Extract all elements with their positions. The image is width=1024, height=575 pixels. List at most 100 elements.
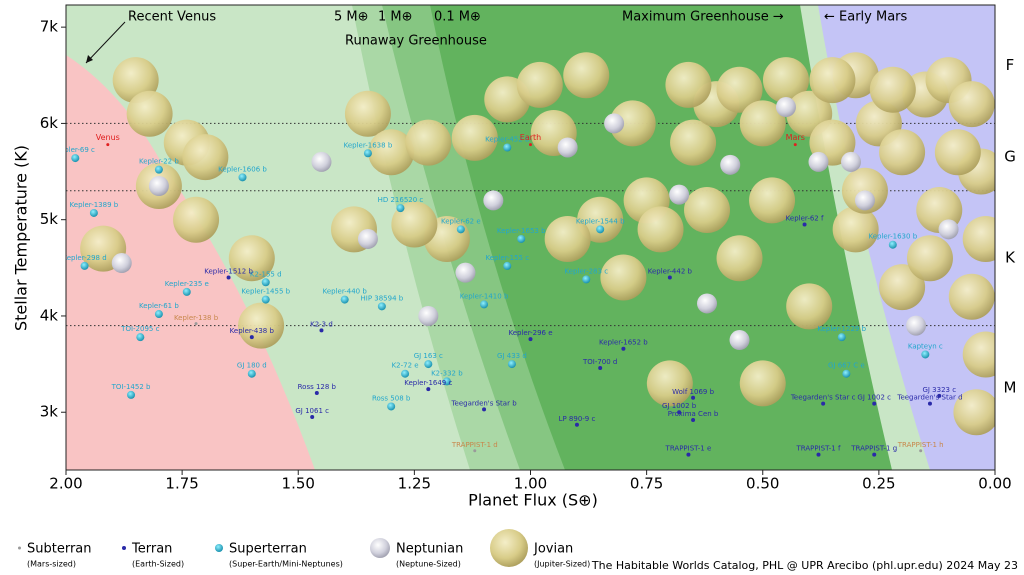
zone-label: Recent Venus [128, 10, 216, 25]
legend-description: (Jupiter-Sized) [534, 560, 590, 569]
planet-superterran [507, 360, 516, 369]
zone-label: 5 M⊕ [334, 10, 369, 25]
planet-jovian [182, 134, 229, 181]
planet-jovian [665, 61, 712, 108]
planet-label: Kepler-296 e [508, 329, 552, 337]
planet-label: TRAPPIST-1 h [897, 441, 944, 449]
planet-jovian [600, 254, 647, 301]
y-tick-label: 6k [40, 114, 59, 132]
planet-neptunian [311, 151, 332, 172]
planet-terran [249, 335, 254, 340]
planet-neptunian [357, 228, 378, 249]
x-tick-label: 0.75 [630, 475, 663, 493]
planet-superterran [377, 302, 386, 311]
planet-label: Kepler-1512 b [204, 267, 253, 275]
planet-label: Kepler-1649 c [404, 379, 452, 387]
x-tick-label: 1.50 [282, 475, 315, 493]
planet-terran [691, 395, 696, 400]
planet-label: K2-72 e [392, 362, 419, 370]
planet-terran [667, 275, 672, 280]
planet-jovian [391, 201, 438, 248]
planet-label: TOI-700 d [582, 358, 617, 366]
planet-label: Wolf 1069 b [672, 388, 714, 396]
planet-label: GJ 1061 c [295, 407, 329, 415]
planet-neptunian [808, 151, 829, 172]
planet-jovian [879, 129, 926, 176]
planet-terran [927, 401, 932, 406]
planet-jovian [739, 360, 786, 407]
planet-label: Teegarden's Star b [450, 399, 517, 407]
planet-terran [482, 407, 487, 412]
planet-label: Kepler-62 f [786, 215, 824, 223]
planet-terran [677, 410, 682, 415]
planet-label: Kepler-440 b [323, 288, 368, 296]
solar-planet [106, 143, 110, 147]
y-tick-label: 4k [40, 306, 59, 324]
legend-marker [490, 529, 528, 567]
planet-superterran [503, 261, 512, 270]
planet-terran [872, 452, 877, 457]
planet-jovian [563, 52, 610, 99]
planet-superterran [396, 204, 405, 213]
planet-label: GJ 1002 c [857, 394, 891, 402]
planet-label: Teegarden's Star d [896, 394, 962, 402]
zone-venus [66, 55, 315, 470]
planet-jovian [809, 57, 856, 104]
planet-superterran [582, 275, 591, 284]
planet-label: Kepler-283 c [564, 267, 608, 275]
planet-label: GJ 163 c [414, 352, 443, 360]
planet-jovian [344, 90, 391, 137]
x-tick-label: 1.00 [514, 475, 547, 493]
planet-neptunian [148, 175, 169, 196]
planet-label: Kepler-155 c [485, 254, 529, 262]
planet-label: Kepler-235 e [165, 280, 209, 288]
legend-label: Jovian [533, 542, 573, 557]
planet-terran [574, 422, 579, 427]
planet-jovian [609, 100, 656, 147]
planet-superterran [247, 369, 256, 378]
planet-terran [314, 390, 319, 395]
planet-neptunian [455, 262, 476, 283]
planet-superterran [127, 390, 136, 399]
legend-description: (Earth-Sized) [132, 560, 184, 569]
planet-label: Proxima Cen b [668, 410, 719, 418]
planet-neptunian [854, 190, 875, 211]
legend-marker [122, 546, 126, 550]
legend-label: Neptunian [396, 542, 463, 557]
planet-jovian [238, 302, 285, 349]
planet-superterran [154, 310, 163, 319]
planet-label: K2-3 d [310, 320, 333, 328]
planet-terran [802, 222, 807, 227]
planet-label: Ross 128 b [298, 383, 337, 391]
planet-superterran [261, 278, 270, 287]
planet-jovian [670, 119, 717, 166]
solar-label: Earth [520, 133, 541, 142]
planet-superterran [89, 208, 98, 217]
planet-jovian [948, 273, 995, 320]
planet-terran [310, 415, 315, 420]
planet-superterran [517, 234, 526, 243]
planet-label: Teegarden's Star c [790, 394, 856, 402]
solar-planet [793, 143, 797, 147]
planet-label: Kepler-62 e [441, 217, 481, 225]
planet-label: Kepler-1653 b [497, 227, 546, 235]
planet-label: Kepler-298 d [62, 254, 106, 262]
planet-jovian [126, 90, 173, 137]
planet-jovian [716, 66, 763, 113]
planet-label: GJ 667 C e [828, 362, 865, 370]
planet-jovian [953, 389, 995, 436]
planet-terran [528, 337, 533, 342]
spectral-class: F [1006, 56, 1015, 74]
planet-label: K2-155 d [250, 270, 282, 278]
planet-label: HIP 38594 b [361, 294, 404, 302]
arrow-head [86, 55, 93, 63]
planet-jovian [637, 206, 684, 253]
planet-jovian [544, 215, 591, 262]
planet-terran [426, 387, 431, 392]
x-tick-label: 2.00 [49, 475, 82, 493]
planet-neptunian [557, 137, 578, 158]
zone-label: Maximum Greenhouse → [622, 10, 784, 25]
planet-label: K2-332 b [431, 369, 463, 377]
planet-label: Kepler-22 b [139, 158, 179, 166]
